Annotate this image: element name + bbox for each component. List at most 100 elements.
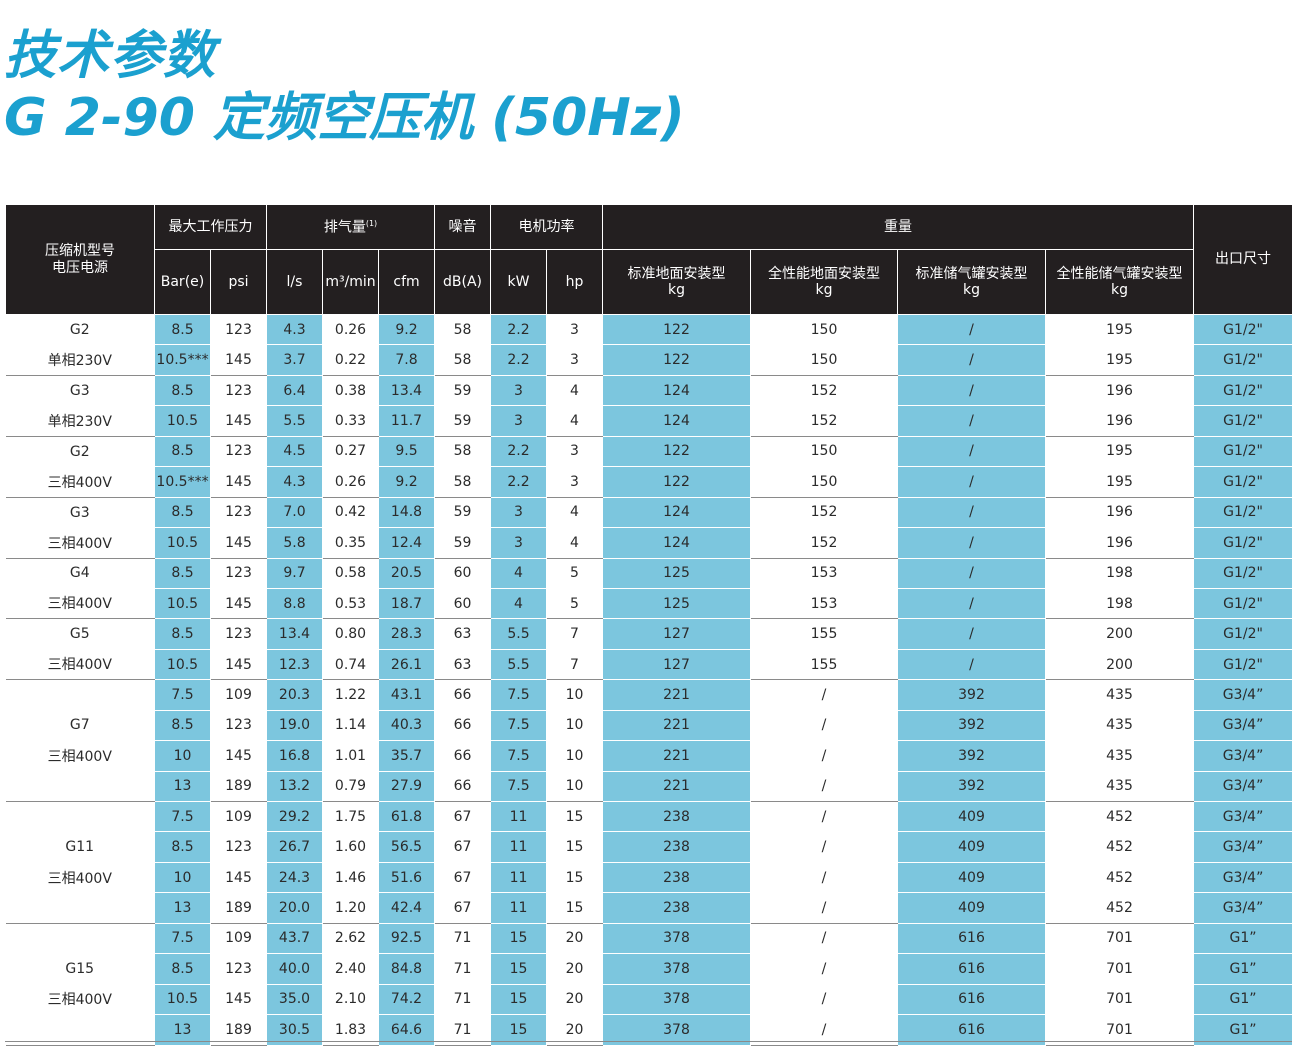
cell-outlet: G1/2" <box>1193 466 1294 498</box>
header-weight-1: 标准地面安装型 kg <box>602 249 752 315</box>
cell-dba: 71 <box>434 953 492 985</box>
cell-hp: 3 <box>546 344 604 376</box>
cell-dba: 67 <box>434 831 492 863</box>
cell-kw: 11 <box>490 831 548 863</box>
cell-model: 单相230V <box>5 344 155 376</box>
cell-outlet: G1/2" <box>1193 375 1294 407</box>
cell-psi: 145 <box>210 862 267 894</box>
cell-m3min: 1.14 <box>322 710 379 742</box>
cell-weight-2: / <box>750 923 899 955</box>
cell-dba: 63 <box>434 618 492 650</box>
cell-weight-1: 124 <box>602 405 752 437</box>
cell-ls: 4.3 <box>266 466 323 498</box>
cell-kw: 15 <box>490 923 548 955</box>
cell-hp: 3 <box>546 314 604 346</box>
cell-kw: 15 <box>490 984 548 1016</box>
cell-weight-2: / <box>750 1014 899 1046</box>
cell-weight-1: 124 <box>602 497 752 529</box>
cell-weight-4: 200 <box>1045 618 1195 650</box>
table-row: 三相400V 10.5 145 12.3 0.74 26.1 63 5.5 7 127 155/20… <box>5 649 1294 681</box>
cell-hp: 20 <box>546 1014 604 1046</box>
cell-hp: 10 <box>546 710 604 742</box>
cell-model: 单相230V <box>5 405 155 437</box>
cell-dba: 59 <box>434 527 492 559</box>
cell-outlet: G3/4” <box>1193 831 1294 863</box>
cell-hp: 5 <box>546 558 604 589</box>
cell-hp: 15 <box>546 862 604 894</box>
cell-kw: 2.2 <box>490 466 548 498</box>
cell-kw: 3 <box>490 405 548 437</box>
cell-bar: 8.5 <box>154 618 211 650</box>
cell-model: 三相400V <box>5 527 155 559</box>
header-model: 压缩机型号 电压电源 <box>5 204 155 315</box>
cell-model <box>5 679 155 711</box>
cell-outlet: G3/4” <box>1193 771 1294 803</box>
cell-cfm: 84.8 <box>377 953 436 985</box>
cell-kw: 2.2 <box>490 436 548 468</box>
header-cfm: cfm <box>377 249 436 315</box>
cell-weight-4: 435 <box>1045 679 1195 711</box>
cell-weight-3: / <box>897 405 1047 437</box>
table-row: G2 8.5 123 4.3 0.26 9.2 58 2.2 3 122 150/195 G1/2" <box>5 314 1294 346</box>
cell-kw: 3 <box>490 375 548 407</box>
cell-weight-1: 378 <box>602 923 752 955</box>
cell-cfm: 27.9 <box>377 771 436 803</box>
header-weight-3: 标准储气罐安装型 kg <box>897 249 1047 315</box>
cell-weight-3: 616 <box>897 923 1047 955</box>
cell-kw: 11 <box>490 862 548 894</box>
cell-dba: 58 <box>434 466 492 498</box>
cell-kw: 7.5 <box>490 679 548 711</box>
cell-dba: 66 <box>434 679 492 711</box>
cell-outlet: G1” <box>1193 923 1294 955</box>
cell-hp: 15 <box>546 831 604 863</box>
cell-weight-3: / <box>897 649 1047 681</box>
cell-hp: 5 <box>546 588 604 620</box>
cell-ls: 13.4 <box>266 618 323 650</box>
cell-weight-1: 124 <box>602 527 752 559</box>
cell-outlet: G1/2" <box>1193 618 1294 650</box>
cell-weight-1: 378 <box>602 984 752 1016</box>
cell-weight-4: 196 <box>1045 375 1195 407</box>
cell-weight-3: 616 <box>897 984 1047 1016</box>
cell-bar: 8.5 <box>154 558 211 589</box>
cell-m3min: 1.01 <box>322 740 379 772</box>
cell-m3min: 2.62 <box>322 923 379 955</box>
cell-kw: 2.2 <box>490 314 548 346</box>
cell-psi: 189 <box>210 892 267 924</box>
cell-weight-2: 150 <box>750 344 899 376</box>
cell-weight-2: / <box>750 740 899 772</box>
cell-psi: 123 <box>210 710 267 742</box>
cell-weight-2: / <box>750 771 899 803</box>
cell-ls: 24.3 <box>266 862 323 894</box>
cell-cfm: 40.3 <box>377 710 436 742</box>
cell-weight-3: 409 <box>897 862 1047 894</box>
table-row: 13 189 20.0 1.20 42.4 67 11 15 238/409 452 G3/4” <box>5 892 1294 924</box>
cell-model: G4 <box>5 558 155 589</box>
cell-cfm: 35.7 <box>377 740 436 772</box>
cell-ls: 20.3 <box>266 679 323 711</box>
table-row: G11 8.5 123 26.7 1.60 56.5 67 11 15 238/409 452 G3/… <box>5 831 1294 863</box>
cell-m3min: 1.22 <box>322 679 379 711</box>
cell-weight-2: 152 <box>750 375 899 407</box>
cell-m3min: 1.60 <box>322 831 379 863</box>
header-weight-4: 全性能储气罐安装型 kg <box>1045 249 1195 315</box>
cell-model: 三相400V <box>5 862 155 893</box>
cell-cfm: 61.8 <box>377 801 436 833</box>
cell-weight-1: 238 <box>602 862 752 894</box>
cell-m3min: 0.35 <box>322 527 379 559</box>
table-row: 13 189 13.2 0.79 27.9 66 7.5 10 221/392 435 G3/4” <box>5 771 1294 803</box>
cell-outlet: G1” <box>1193 953 1294 985</box>
cell-kw: 7.5 <box>490 740 548 772</box>
cell-m3min: 0.27 <box>322 436 379 468</box>
cell-psi: 189 <box>210 1014 267 1046</box>
cell-outlet: G1/2" <box>1193 314 1294 346</box>
cell-ls: 35.0 <box>266 984 323 1016</box>
cell-weight-3: 616 <box>897 953 1047 985</box>
cell-cfm: 42.4 <box>377 892 436 924</box>
cell-cfm: 56.5 <box>377 831 436 863</box>
cell-dba: 58 <box>434 344 492 376</box>
cell-psi: 145 <box>210 405 267 437</box>
cell-psi: 109 <box>210 923 267 955</box>
cell-bar: 8.5 <box>154 375 211 407</box>
cell-dba: 59 <box>434 405 492 437</box>
